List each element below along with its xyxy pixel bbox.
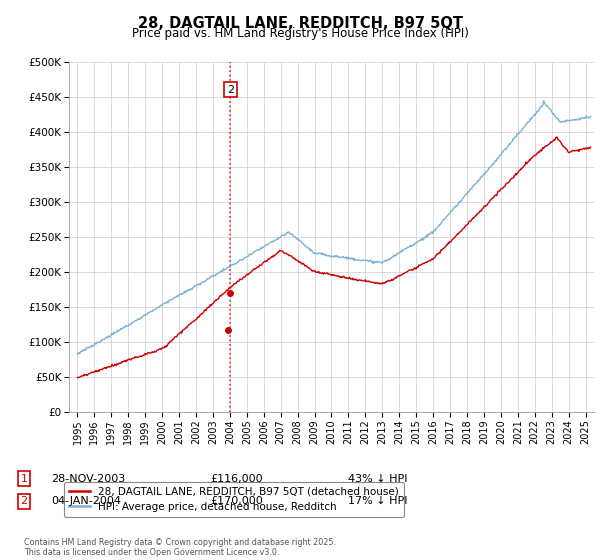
Text: 28-NOV-2003: 28-NOV-2003	[51, 474, 125, 484]
Text: Price paid vs. HM Land Registry's House Price Index (HPI): Price paid vs. HM Land Registry's House …	[131, 27, 469, 40]
Legend: 28, DAGTAIL LANE, REDDITCH, B97 5QT (detached house), HPI: Average price, detach: 28, DAGTAIL LANE, REDDITCH, B97 5QT (det…	[64, 482, 404, 517]
Text: 17% ↓ HPI: 17% ↓ HPI	[348, 496, 407, 506]
Text: 04-JAN-2004: 04-JAN-2004	[51, 496, 121, 506]
Text: Contains HM Land Registry data © Crown copyright and database right 2025.
This d: Contains HM Land Registry data © Crown c…	[24, 538, 336, 557]
Text: 1: 1	[20, 474, 28, 484]
Text: 28, DAGTAIL LANE, REDDITCH, B97 5QT: 28, DAGTAIL LANE, REDDITCH, B97 5QT	[137, 16, 463, 31]
Text: 2: 2	[227, 85, 234, 95]
Text: £116,000: £116,000	[210, 474, 263, 484]
Text: 2: 2	[20, 496, 28, 506]
Text: 43% ↓ HPI: 43% ↓ HPI	[348, 474, 407, 484]
Text: £170,000: £170,000	[210, 496, 263, 506]
